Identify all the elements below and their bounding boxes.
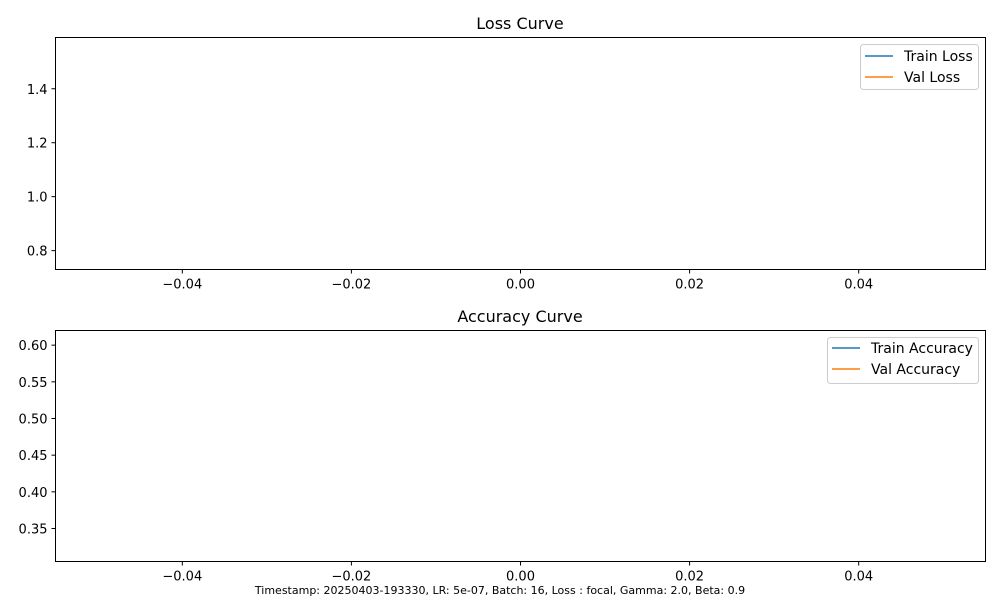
footer-run-info: Timestamp: 20250403-193330, LR: 5e-07, B… bbox=[254, 584, 745, 597]
loss-y-tick-label: 1.4 bbox=[27, 83, 48, 98]
accuracy-y-tick-label: 0.60 bbox=[19, 339, 48, 354]
accuracy-y-tick-label: 0.40 bbox=[19, 486, 48, 501]
accuracy-y-tick-label: 0.55 bbox=[19, 376, 48, 391]
accuracy-y-tick-label: 0.45 bbox=[19, 449, 48, 464]
loss-x-tick-label: 0.04 bbox=[844, 278, 873, 293]
accuracy-legend-val-label: Val Accuracy bbox=[871, 362, 960, 378]
accuracy-legend-box bbox=[827, 337, 979, 384]
accuracy-x-axis: −0.04 −0.02 0.00 0.02 0.04 bbox=[162, 561, 873, 585]
loss-x-tick-label: 0.02 bbox=[675, 278, 704, 293]
accuracy-y-tick-label: 0.35 bbox=[19, 523, 48, 538]
loss-y-axis: 0.8 1.0 1.2 1.4 bbox=[27, 83, 56, 260]
accuracy-y-tick-label: 0.50 bbox=[19, 413, 48, 428]
accuracy-chart: Accuracy Curve −0.04 −0.02 0.00 0.02 0.04 0.… bbox=[19, 307, 986, 585]
accuracy-x-tick-label: 0.02 bbox=[675, 570, 704, 585]
loss-chart: Loss Curve −0.04 −0.02 0.00 0.02 0.04 0.8 1.0… bbox=[27, 14, 986, 293]
loss-y-tick-label: 1.0 bbox=[27, 191, 48, 206]
loss-chart-title: Loss Curve bbox=[476, 14, 563, 33]
loss-x-tick-label: −0.02 bbox=[331, 278, 371, 293]
accuracy-x-tick-label: 0.04 bbox=[844, 570, 873, 585]
accuracy-y-axis: 0.35 0.40 0.45 0.50 0.55 0.60 bbox=[19, 339, 56, 538]
loss-legend-train-label: Train Loss bbox=[903, 49, 973, 65]
loss-x-tick-label: 0.00 bbox=[506, 278, 535, 293]
accuracy-x-tick-label: −0.02 bbox=[331, 570, 371, 585]
accuracy-legend-train-label: Train Accuracy bbox=[870, 341, 973, 357]
loss-x-axis: −0.04 −0.02 0.00 0.02 0.04 bbox=[162, 269, 873, 293]
loss-legend-val-label: Val Loss bbox=[904, 70, 960, 86]
loss-y-tick-label: 0.8 bbox=[27, 245, 48, 260]
loss-legend: Train Loss Val Loss bbox=[860, 44, 979, 90]
accuracy-x-tick-label: 0.00 bbox=[506, 570, 535, 585]
accuracy-legend: Train Accuracy Val Accuracy bbox=[827, 337, 979, 384]
accuracy-chart-title: Accuracy Curve bbox=[457, 307, 582, 326]
accuracy-x-tick-label: −0.04 bbox=[162, 570, 202, 585]
loss-x-tick-label: −0.04 bbox=[162, 278, 202, 293]
loss-y-tick-label: 1.2 bbox=[27, 137, 48, 152]
